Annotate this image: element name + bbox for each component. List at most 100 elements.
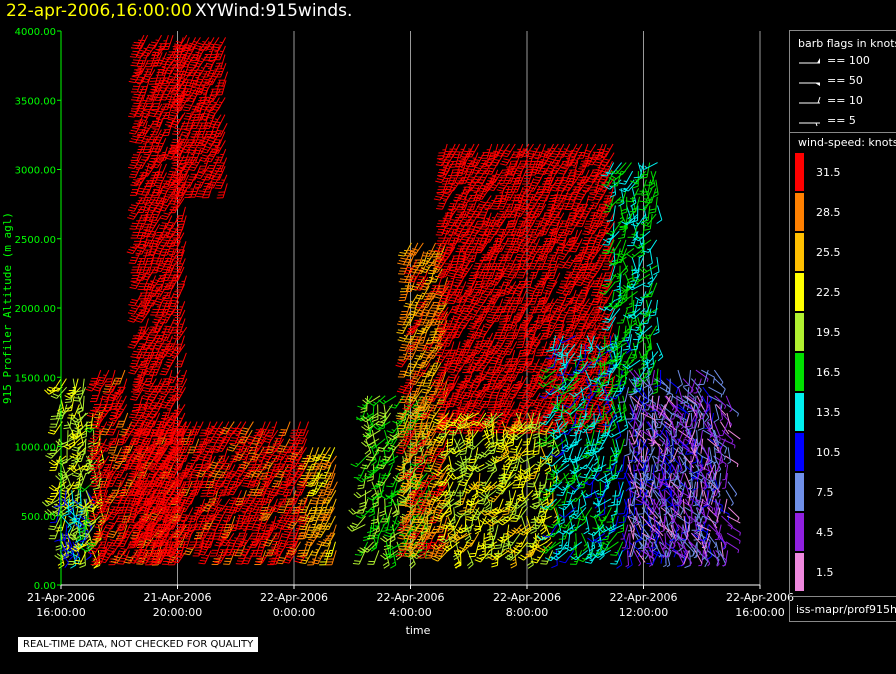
y-tick-label: 3500.00 — [15, 96, 56, 107]
wind-barb — [714, 379, 725, 395]
wind-barb — [720, 422, 728, 436]
y-tick-label: 4000.00 — [15, 27, 56, 38]
wind-barb — [708, 516, 717, 528]
wind-barb — [624, 430, 628, 446]
source-label: iss-mapr/prof915h — [789, 596, 896, 622]
wind-barb — [616, 369, 633, 379]
wind-barb — [683, 370, 691, 386]
y-tick-label: 1000.00 — [15, 443, 56, 454]
wind-barb — [726, 396, 732, 412]
wind-barb — [562, 447, 573, 461]
colorbar-label: 31.5 — [816, 166, 841, 179]
wind-barb — [479, 447, 496, 457]
wind-barb — [727, 404, 739, 416]
colorbar-swatch — [795, 273, 804, 311]
wind-barb — [726, 490, 733, 505]
x-tick-label: 4:00:00 — [389, 606, 431, 619]
wind-barb — [652, 396, 653, 411]
wind-barb — [679, 499, 691, 510]
colorbar-swatch — [795, 513, 804, 551]
x-tick-label: 12:00:00 — [619, 606, 668, 619]
wind-barb — [301, 447, 313, 461]
wind-barb — [290, 422, 301, 436]
barb-flag-legend: barb flags in knots == 100 == 50 == 10 =… — [789, 30, 896, 132]
wind-barb — [436, 196, 448, 210]
wind-barb — [618, 206, 624, 224]
x-tick-label: 16:00:00 — [735, 606, 784, 619]
barb-100-icon — [798, 54, 826, 68]
wind-barb — [101, 490, 115, 503]
wind-barb — [254, 422, 266, 436]
x-tick-label: 22-Apr-2006 — [376, 591, 444, 604]
wind-barb — [383, 550, 389, 568]
colorbar-label: 7.5 — [816, 486, 834, 499]
x-tick-label: 16:00:00 — [36, 606, 85, 619]
wind-barb — [622, 413, 627, 431]
wind-barb — [359, 490, 365, 507]
wind-barb — [619, 171, 633, 184]
wind-barb — [294, 482, 307, 496]
colorbar-label: 1.5 — [816, 566, 834, 579]
colorbar-label: 19.5 — [816, 326, 841, 339]
x-tick-label: 21-Apr-2006 — [143, 591, 211, 604]
wind-barb — [48, 422, 62, 435]
wind-barb — [477, 533, 484, 550]
colorbar-title: wind-speed: knots — [798, 136, 896, 149]
wind-barb — [626, 550, 629, 566]
x-tick-label: 22-Apr-2006 — [609, 591, 677, 604]
wind-barb — [49, 413, 60, 427]
x-tick-label: 20:00:00 — [153, 606, 202, 619]
wind-barb — [612, 482, 623, 496]
wind-barb — [607, 430, 625, 437]
barb-5-icon — [798, 114, 826, 128]
wind-speed-colorbar: wind-speed: knots 31.5 28.5 25.5 22.5 19.5 16… — [789, 132, 896, 595]
wind-barb — [475, 516, 481, 534]
wind-barb — [432, 550, 448, 561]
x-tick-label: 0:00:00 — [273, 606, 315, 619]
wind-barb — [131, 147, 143, 161]
colorbar-swatch — [795, 473, 804, 511]
barb-legend-label: == 10 — [827, 94, 863, 107]
wind-barb — [640, 266, 658, 273]
wind-barb — [498, 533, 515, 542]
wind-barb — [278, 422, 290, 436]
colorbar-swatch — [795, 193, 804, 231]
colorbar-swatch — [795, 433, 804, 471]
colorbar-swatch — [795, 153, 804, 191]
wind-barb — [588, 525, 604, 536]
wind-barb — [50, 404, 60, 419]
y-tick-label: 1500.00 — [15, 373, 56, 384]
wind-barb — [205, 37, 219, 50]
wind-barb — [598, 482, 607, 498]
wind-barb — [157, 35, 168, 49]
wind-barb — [71, 413, 86, 425]
wind-barb — [722, 473, 727, 488]
wind-barb — [523, 290, 535, 304]
colorbar-label: 25.5 — [816, 246, 841, 259]
x-tick-label: 22-Apr-2006 — [493, 591, 561, 604]
quality-note: REAL-TIME DATA, NOT CHECKED FOR QUALITY — [18, 637, 258, 652]
y-tick-label: 2000.00 — [15, 304, 56, 315]
wind-barb — [582, 533, 588, 551]
wind-barb — [479, 542, 485, 559]
x-axis-label: time — [406, 624, 431, 637]
wind-barb — [728, 507, 739, 520]
wind-barb — [616, 163, 631, 175]
x-tick-label: 22-Apr-2006 — [726, 591, 794, 604]
wind-barb — [590, 430, 600, 445]
colorbar-swatch — [795, 313, 804, 351]
wind-barb — [553, 473, 569, 483]
colorbar-label: 28.5 — [816, 206, 841, 219]
colorbar-label: 4.5 — [816, 526, 834, 539]
wind-barb — [643, 274, 657, 287]
y-axis-label: 915 Profiler Altitude (m agl) — [1, 212, 14, 404]
wind-barb — [636, 525, 643, 542]
wind-barb — [638, 413, 646, 427]
barb-legend-label: == 50 — [827, 74, 863, 87]
wind-barb — [102, 465, 115, 478]
wind-barb — [677, 370, 682, 388]
barb-10-icon — [798, 94, 826, 108]
wind-barb — [547, 456, 564, 466]
wind-barb — [547, 273, 560, 286]
